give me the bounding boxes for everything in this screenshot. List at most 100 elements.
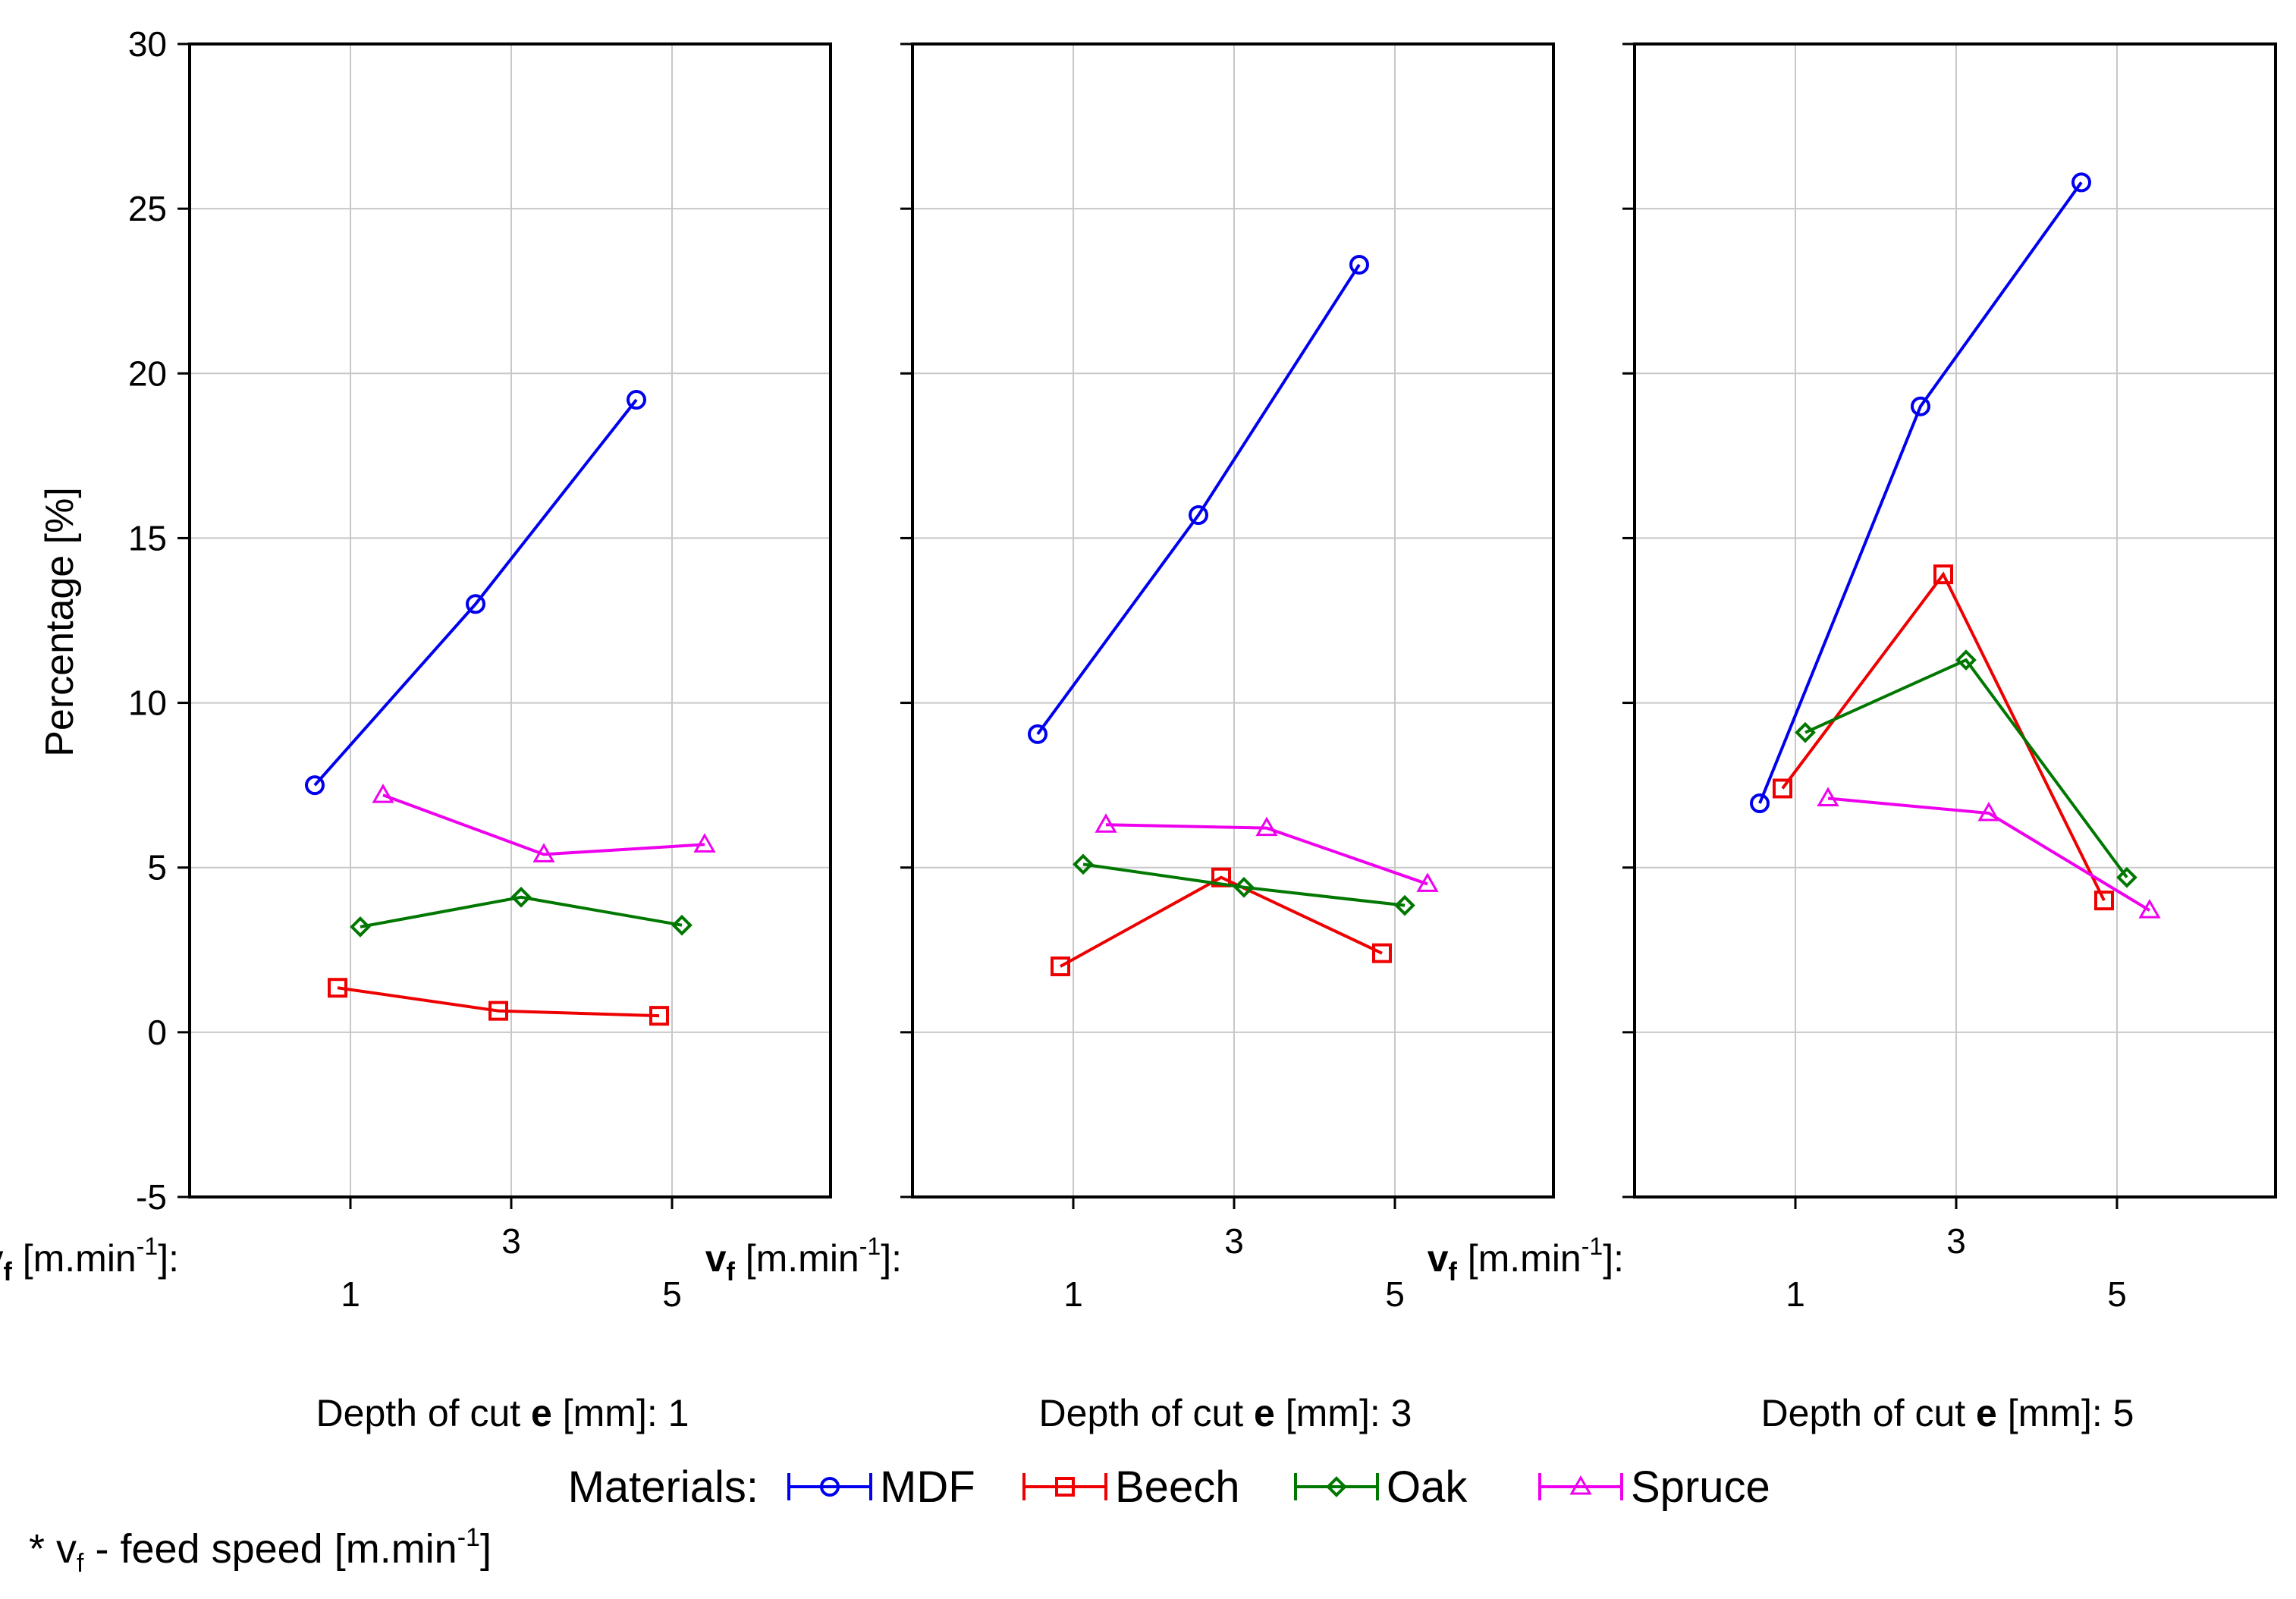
panel-label: Depth of cut e [mm]: 5 xyxy=(1761,1392,2134,1434)
series-line-spruce xyxy=(382,793,705,856)
point-beech-marker xyxy=(328,978,347,998)
point-beech-marker xyxy=(1933,564,1953,585)
point-mdf-marker xyxy=(1750,793,1770,814)
panel-frame xyxy=(1633,42,2277,1198)
legend-label-beech: Beech xyxy=(1115,1462,1239,1512)
point-beech-marker xyxy=(488,1001,508,1021)
point-mdf-marker xyxy=(1189,505,1208,526)
point-spruce-marker xyxy=(1977,802,2000,821)
point-mdf-marker xyxy=(1028,724,1047,744)
series-line-mdf xyxy=(313,398,638,787)
panel-3: 1 3 5 vf [m.min-1]: Depth of cut e [mm]: 5 xyxy=(1428,42,2277,1434)
legend-label-oak: Oak xyxy=(1387,1462,1468,1512)
legend-beech-marker xyxy=(1055,1477,1075,1497)
legend-spruce-marker xyxy=(1569,1475,1592,1495)
panel-frame xyxy=(188,42,832,1198)
series-oak xyxy=(1795,649,2137,888)
legend-item-beech: Beech xyxy=(1022,1462,1239,1512)
point-beech-marker xyxy=(649,1006,669,1026)
series-line-beech xyxy=(1781,571,2106,902)
point-oak-marker xyxy=(1233,876,1255,898)
y-tick-label: -5 xyxy=(136,1177,167,1217)
legend-item-mdf: MDF xyxy=(787,1462,975,1512)
legend-title: Materials: xyxy=(568,1462,759,1512)
series-oak xyxy=(350,886,693,938)
point-spruce-marker xyxy=(532,843,555,862)
panel-label: Depth of cut e [mm]: 3 xyxy=(1039,1392,1412,1434)
point-oak-marker xyxy=(2116,866,2137,888)
series-line-beech xyxy=(337,986,660,1018)
series-line-mdf xyxy=(1758,181,2083,804)
series-mdf xyxy=(305,390,646,796)
point-beech-marker xyxy=(1372,943,1392,963)
panel-2: 1 3 5 vf [m.min-1]: Depth of cut e [mm]: 3 xyxy=(705,42,1555,1434)
point-spruce-marker xyxy=(1095,813,1117,833)
x-tick-label: 1 xyxy=(1063,1274,1083,1314)
series-spruce xyxy=(1817,787,2161,919)
point-mdf-marker xyxy=(1911,396,1930,416)
y-axis-title: Percentage [%] xyxy=(38,487,82,757)
y-tick-label: 30 xyxy=(128,24,167,64)
point-spruce-marker xyxy=(1255,816,1278,837)
y-tick-label: 25 xyxy=(128,189,167,228)
point-spruce-marker xyxy=(1817,787,1839,807)
point-beech-marker xyxy=(1211,867,1231,887)
series-line-oak xyxy=(360,895,683,928)
vf-axis-label: vf [m.min-1]: xyxy=(0,1233,179,1286)
point-beech-marker xyxy=(2094,891,2114,911)
x-tick-label: 1 xyxy=(1786,1274,1805,1314)
vf-axis-label: vf [m.min-1]: xyxy=(705,1233,902,1286)
series-line-spruce xyxy=(1827,796,2151,912)
y-tick-label: 20 xyxy=(128,353,167,393)
series-oak xyxy=(1073,853,1415,916)
series-line-oak xyxy=(1804,658,2128,878)
point-beech-marker xyxy=(1773,778,1792,799)
legend-oak-marker xyxy=(1326,1476,1347,1497)
x-tick-label: 5 xyxy=(662,1274,682,1314)
point-beech-marker xyxy=(1051,957,1070,976)
vf-axis-label: vf [m.min-1]: xyxy=(1428,1233,1624,1286)
legend-item-oak: Oak xyxy=(1294,1462,1468,1512)
point-spruce-marker xyxy=(693,833,716,853)
series-line-beech xyxy=(1060,875,1383,968)
footnote: * vf - feed speed [m.min-1] xyxy=(29,1523,492,1578)
point-oak-marker xyxy=(1073,853,1094,875)
y-tick-label: 5 xyxy=(147,848,167,887)
series-spruce xyxy=(1095,813,1439,892)
series-mdf xyxy=(1028,254,1369,744)
x-tick-label: 5 xyxy=(1385,1274,1405,1314)
point-oak-marker xyxy=(510,886,532,908)
x-tick-label: 5 xyxy=(2107,1274,2127,1314)
panel-label: Depth of cut e [mm]: 1 xyxy=(316,1392,689,1434)
point-oak-marker xyxy=(671,914,693,936)
point-oak-marker xyxy=(1394,894,1415,916)
series-line-oak xyxy=(1082,862,1406,907)
x-tick-label: 3 xyxy=(1224,1221,1244,1261)
point-oak-marker xyxy=(1795,721,1816,743)
series-line-mdf xyxy=(1036,263,1361,736)
series-spruce xyxy=(372,784,716,862)
series-mdf xyxy=(1750,172,2091,814)
legend: Materials: MDF Beech Oak Spruce xyxy=(568,1462,1770,1512)
point-mdf-marker xyxy=(2071,172,2091,193)
y-tick-label: 10 xyxy=(128,683,167,723)
y-tick-label: 15 xyxy=(128,518,167,558)
legend-mdf-marker xyxy=(820,1477,840,1497)
series-line-spruce xyxy=(1105,823,1428,886)
x-tick-label: 3 xyxy=(1946,1221,1966,1261)
y-tick-label: 0 xyxy=(147,1013,167,1052)
series-beech xyxy=(1051,867,1392,976)
legend-label-spruce: Spruce xyxy=(1631,1462,1770,1512)
legend-item-spruce: Spruce xyxy=(1538,1462,1770,1512)
point-mdf-marker xyxy=(627,390,646,410)
legend-label-mdf: MDF xyxy=(880,1462,975,1512)
point-oak-marker xyxy=(1955,649,1977,671)
point-spruce-marker xyxy=(2138,899,2161,919)
x-tick-label: 3 xyxy=(501,1221,521,1261)
point-spruce-marker xyxy=(1416,872,1439,892)
series-beech xyxy=(328,978,669,1026)
point-mdf-marker xyxy=(466,594,485,614)
point-spruce-marker xyxy=(372,784,394,803)
point-mdf-marker xyxy=(305,775,325,796)
